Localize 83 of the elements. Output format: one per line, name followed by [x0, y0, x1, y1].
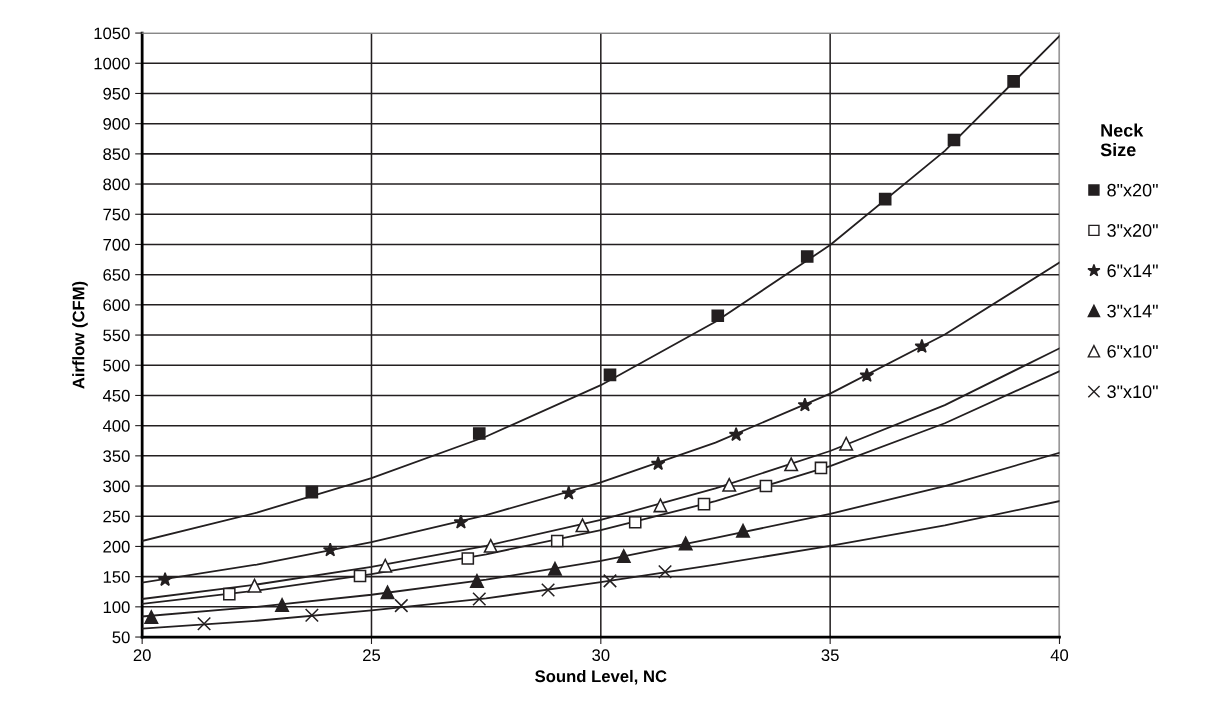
point — [628, 515, 642, 529]
y-tick-label: 100 — [103, 601, 130, 614]
y-tick-label: 350 — [103, 450, 130, 463]
point — [678, 536, 693, 551]
y-tick-label: 1000 — [94, 57, 130, 70]
point — [602, 573, 618, 588]
point — [322, 542, 338, 557]
point — [697, 497, 711, 511]
point — [575, 518, 590, 533]
x-tick-label: 40 — [1050, 649, 1069, 662]
point — [653, 498, 668, 513]
y-tick-label: 750 — [103, 208, 130, 221]
point — [461, 552, 475, 565]
point — [728, 426, 744, 442]
point — [1007, 75, 1020, 88]
y-tick-label: 700 — [103, 238, 130, 251]
point — [275, 598, 290, 613]
legend-label: 6"x14" — [1107, 264, 1158, 278]
y-tick-label: 200 — [103, 540, 130, 553]
y-tick-label: 300 — [103, 480, 130, 493]
point — [658, 564, 673, 579]
x-tick-label: 35 — [821, 649, 839, 662]
point — [472, 591, 487, 606]
y-tick-label: 900 — [103, 118, 130, 130]
point — [144, 610, 159, 625]
point — [814, 461, 828, 475]
point — [711, 309, 725, 323]
y-tick-label: 800 — [103, 178, 130, 191]
y-tick-label: 1050 — [94, 27, 130, 40]
y-tick-label: 400 — [102, 420, 130, 432]
point — [839, 436, 854, 451]
y-tick-label: 500 — [103, 359, 130, 372]
legend-title: Neck Size — [1100, 123, 1144, 157]
point — [878, 192, 892, 206]
point — [472, 427, 486, 440]
point — [483, 538, 498, 553]
point — [603, 368, 617, 382]
point — [469, 573, 484, 588]
point — [914, 338, 930, 353]
x-tick-label: 25 — [363, 649, 381, 662]
point — [797, 397, 813, 412]
point — [561, 485, 577, 500]
y-tick-label: 50 — [112, 631, 130, 644]
y-axis-title: Airflow (CFM) — [72, 281, 88, 389]
point — [394, 598, 409, 613]
y-tick-label: 600 — [103, 299, 130, 312]
legend-label: 3"x10" — [1107, 385, 1158, 399]
point — [157, 571, 173, 587]
point — [784, 457, 799, 472]
point — [197, 616, 212, 631]
point — [759, 479, 773, 493]
x-axis-title: Sound Level, NC — [535, 669, 667, 685]
legend-label: 6"x10" — [1107, 344, 1158, 358]
point — [353, 569, 367, 583]
point — [247, 578, 262, 593]
point — [453, 514, 469, 529]
y-tick-label: 950 — [103, 87, 130, 100]
point — [380, 585, 395, 600]
x-tick-label: 20 — [133, 649, 151, 662]
point — [616, 549, 631, 564]
y-tick-label: 150 — [103, 571, 130, 583]
point — [800, 250, 814, 263]
y-tick-label: 450 — [102, 389, 130, 402]
y-tick-label: 250 — [103, 510, 130, 523]
y-tick-label: 850 — [103, 148, 130, 161]
point — [859, 367, 875, 382]
point — [722, 477, 737, 492]
point — [547, 561, 562, 576]
point — [947, 133, 961, 147]
point — [305, 485, 319, 499]
point — [378, 558, 393, 573]
legend-label: 3"x20" — [1107, 224, 1158, 237]
y-tick-label: 550 — [103, 329, 130, 342]
point — [541, 582, 556, 597]
point — [222, 587, 236, 601]
legend-label: 3"x14" — [1107, 304, 1158, 318]
legend-label: 8"x20" — [1107, 183, 1158, 197]
y-tick-label: 650 — [103, 269, 130, 281]
point — [304, 608, 319, 623]
point — [550, 534, 564, 548]
x-tick-label: 30 — [592, 649, 610, 662]
point — [650, 455, 666, 471]
point — [735, 523, 751, 538]
